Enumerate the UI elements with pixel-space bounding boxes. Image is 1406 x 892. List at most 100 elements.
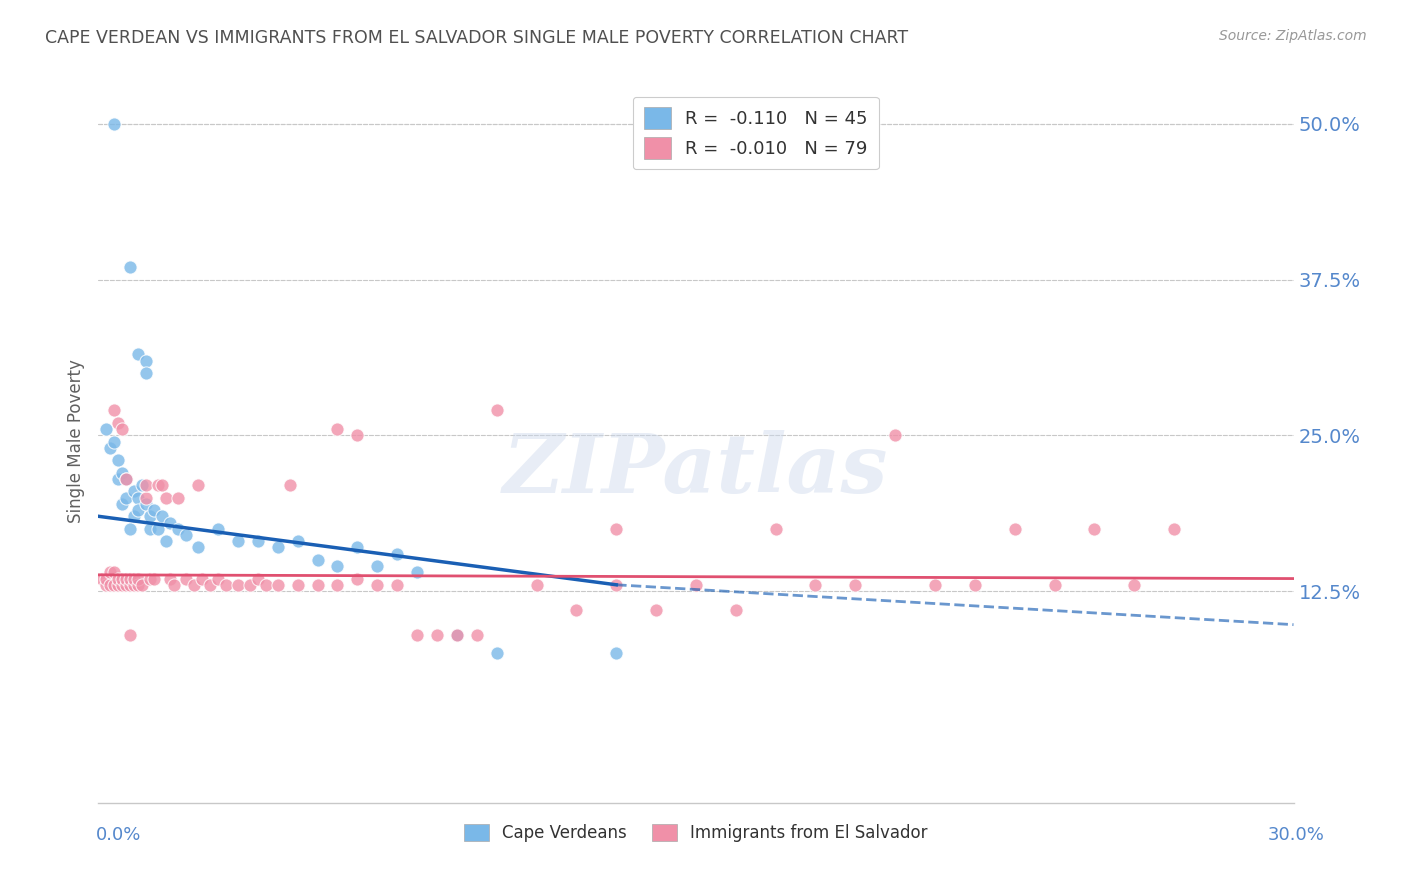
- Text: 30.0%: 30.0%: [1268, 826, 1324, 844]
- Point: [127, 578, 149, 592]
- Point: [605, 578, 627, 592]
- Point: [226, 578, 249, 592]
- Point: [103, 434, 125, 449]
- Point: [187, 478, 209, 492]
- Point: [131, 578, 153, 592]
- Text: CAPE VERDEAN VS IMMIGRANTS FROM EL SALVADOR SINGLE MALE POVERTY CORRELATION CHAR: CAPE VERDEAN VS IMMIGRANTS FROM EL SALVA…: [45, 29, 908, 46]
- Point: [127, 572, 149, 586]
- Point: [346, 428, 368, 442]
- Point: [174, 572, 197, 586]
- Point: [107, 578, 129, 592]
- Point: [526, 578, 548, 592]
- Point: [287, 578, 309, 592]
- Point: [103, 403, 125, 417]
- Point: [107, 572, 129, 586]
- Point: [98, 441, 122, 455]
- Point: [91, 572, 114, 586]
- Point: [645, 603, 668, 617]
- Point: [267, 578, 290, 592]
- Point: [111, 497, 134, 511]
- Point: [924, 578, 946, 592]
- Point: [1043, 578, 1066, 592]
- Point: [326, 422, 349, 436]
- Point: [278, 478, 301, 492]
- Point: [426, 627, 449, 641]
- Point: [115, 472, 138, 486]
- Point: [246, 572, 269, 586]
- Point: [605, 522, 627, 536]
- Point: [135, 353, 157, 368]
- Point: [307, 553, 329, 567]
- Point: [198, 578, 221, 592]
- Point: [148, 522, 170, 536]
- Point: [143, 503, 166, 517]
- Point: [1163, 522, 1185, 536]
- Point: [127, 491, 149, 505]
- Point: [724, 603, 747, 617]
- Point: [159, 572, 181, 586]
- Point: [226, 534, 249, 549]
- Point: [326, 559, 349, 574]
- Point: [103, 578, 125, 592]
- Point: [111, 578, 134, 592]
- Point: [167, 491, 190, 505]
- Point: [107, 472, 129, 486]
- Point: [565, 603, 588, 617]
- Point: [96, 578, 118, 592]
- Point: [98, 566, 122, 580]
- Point: [131, 478, 153, 492]
- Point: [98, 578, 122, 592]
- Text: ZIPatlas: ZIPatlas: [503, 431, 889, 510]
- Point: [155, 534, 177, 549]
- Point: [207, 522, 229, 536]
- Point: [183, 578, 205, 592]
- Point: [124, 484, 146, 499]
- Point: [111, 422, 134, 436]
- Point: [963, 578, 986, 592]
- Point: [139, 522, 162, 536]
- Point: [366, 578, 388, 592]
- Point: [485, 646, 508, 660]
- Point: [103, 566, 125, 580]
- Point: [446, 627, 468, 641]
- Point: [115, 491, 138, 505]
- Point: [187, 541, 209, 555]
- Point: [406, 566, 429, 580]
- Point: [346, 572, 368, 586]
- Point: [135, 491, 157, 505]
- Point: [287, 534, 309, 549]
- Point: [124, 509, 146, 524]
- Point: [1083, 522, 1105, 536]
- Point: [884, 428, 907, 442]
- Point: [115, 572, 138, 586]
- Point: [150, 478, 173, 492]
- Point: [124, 578, 146, 592]
- Point: [346, 541, 368, 555]
- Point: [96, 572, 118, 586]
- Point: [127, 503, 149, 517]
- Point: [159, 516, 181, 530]
- Point: [107, 453, 129, 467]
- Point: [120, 578, 142, 592]
- Point: [406, 627, 429, 641]
- Point: [167, 522, 190, 536]
- Point: [685, 578, 707, 592]
- Y-axis label: Single Male Poverty: Single Male Poverty: [67, 359, 86, 524]
- Point: [115, 578, 138, 592]
- Point: [111, 572, 134, 586]
- Point: [148, 478, 170, 492]
- Point: [96, 422, 118, 436]
- Point: [385, 578, 409, 592]
- Point: [254, 578, 277, 592]
- Point: [446, 627, 468, 641]
- Text: 0.0%: 0.0%: [96, 826, 141, 844]
- Point: [139, 509, 162, 524]
- Point: [246, 534, 269, 549]
- Point: [174, 528, 197, 542]
- Point: [163, 578, 186, 592]
- Point: [385, 547, 409, 561]
- Point: [307, 578, 329, 592]
- Point: [120, 260, 142, 274]
- Point: [135, 497, 157, 511]
- Point: [326, 578, 349, 592]
